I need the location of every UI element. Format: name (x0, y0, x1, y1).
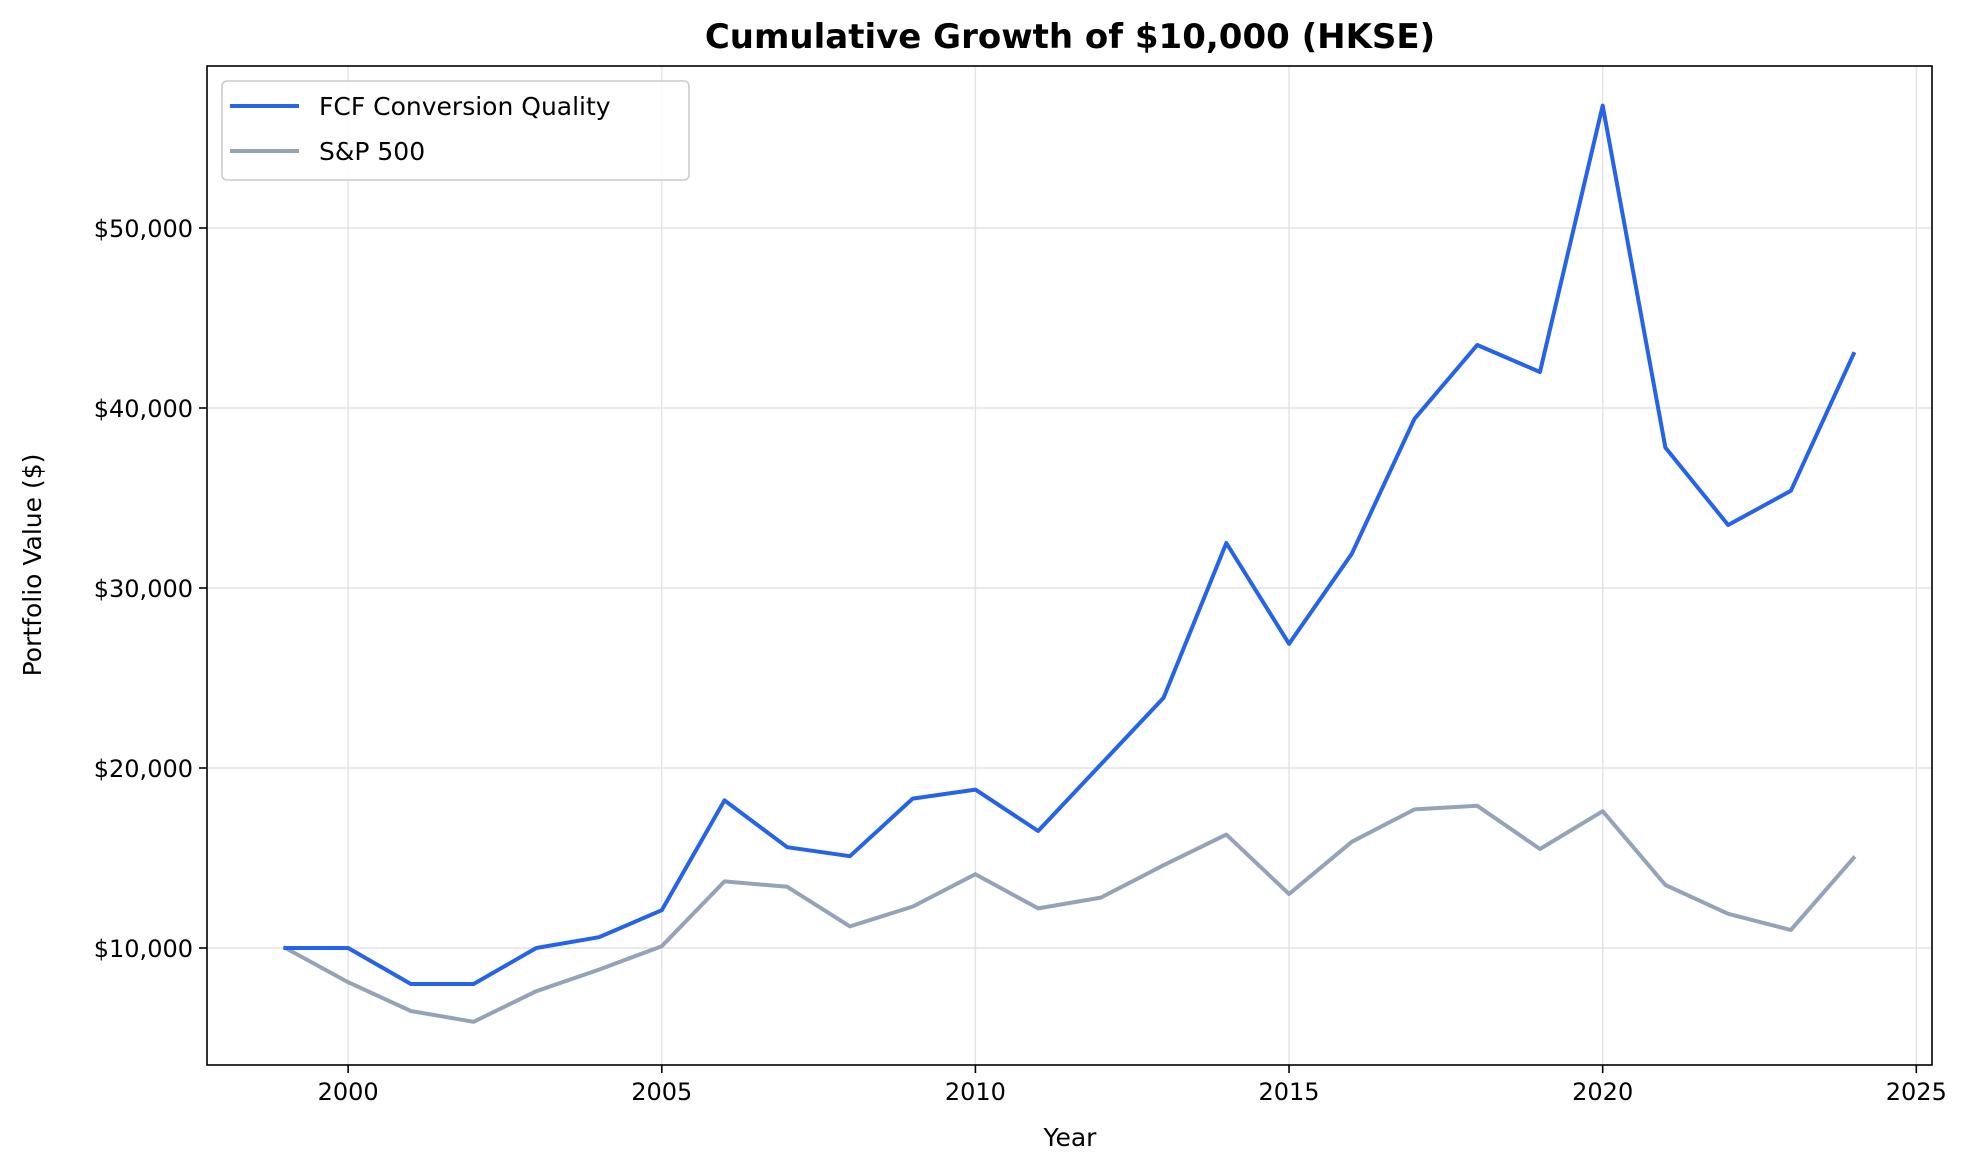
x-tick-label: 2020 (1572, 1078, 1633, 1106)
x-tick-label: 2005 (631, 1078, 692, 1106)
y-tick-label: $20,000 (94, 755, 193, 783)
y-tick-label: $40,000 (94, 395, 193, 423)
legend: FCF Conversion Quality S&P 500 (221, 80, 690, 181)
series-line-s-p-500 (282, 803, 1857, 1024)
grid (207, 66, 1932, 1065)
chart-title: Cumulative Growth of $10,000 (HKSE) (705, 17, 1435, 57)
series-lines (282, 103, 1857, 1024)
series-line-fcf-conversion-quality (283, 103, 1857, 986)
x-axis-label: Year (1043, 1123, 1098, 1152)
y-axis-ticks: $10,000 $20,000 $30,000 $40,000 $50,000 (94, 215, 207, 963)
y-axis-label: Portfolio Value ($) (18, 454, 47, 677)
y-tick-label: $50,000 (94, 215, 193, 243)
legend-label-sp-500: S&P 500 (319, 137, 425, 166)
x-tick-label: 2025 (1886, 1078, 1947, 1106)
x-tick-label: 2015 (1259, 1078, 1320, 1106)
plot-frame (206, 65, 1933, 1066)
x-tick-label: 2000 (318, 1078, 379, 1106)
legend-label-fcf-conversion-quality: FCF Conversion Quality (319, 92, 611, 121)
y-tick-label: $10,000 (94, 935, 193, 963)
x-axis-ticks: 2000 2005 2010 2015 2020 2025 (318, 1065, 1947, 1106)
legend-box (221, 80, 690, 181)
x-tick-label: 2010 (945, 1078, 1006, 1106)
y-tick-label: $30,000 (94, 575, 193, 603)
